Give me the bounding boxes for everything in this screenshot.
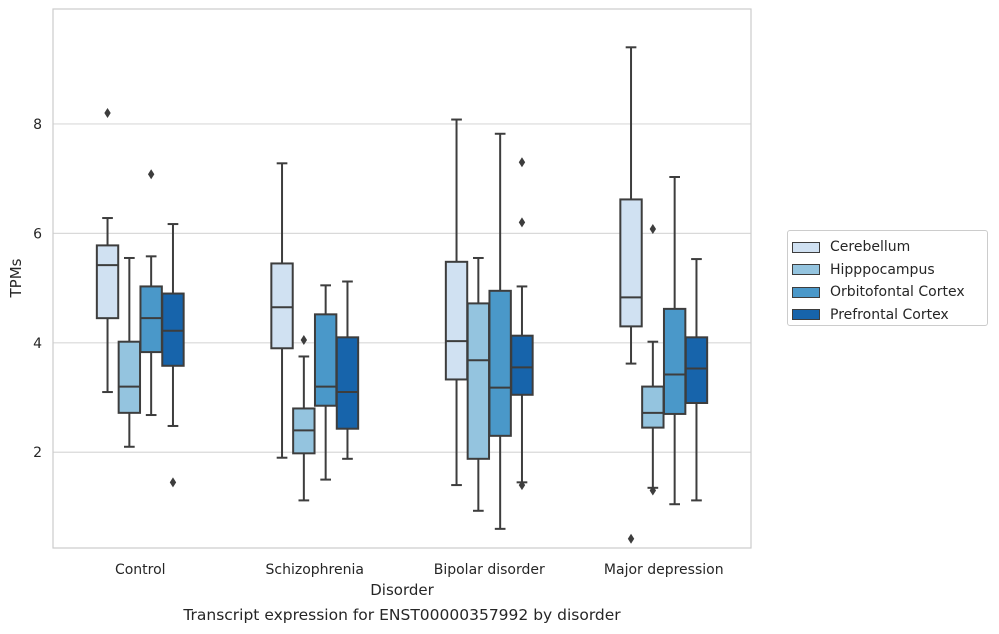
chart-caption: Transcript expression for ENST0000035799…: [183, 606, 621, 624]
box-prefrontal-cortex-schizophrenia: [335, 280, 360, 460]
legend-swatch-cerebellum: [792, 241, 820, 253]
box-prefrontal-cortex-control: [161, 223, 185, 488]
legend-item-prefrontal-cortex: Prefrontal Cortex: [788, 304, 987, 327]
box-iqr: [619, 198, 643, 328]
legend-label: Prefrontal Cortex: [830, 306, 949, 323]
plot-area: [53, 9, 751, 548]
legend-item-hippocampus: Hipppocampus: [788, 259, 987, 282]
y-axis-ticks: 2 4 6 8: [33, 117, 42, 461]
y-tick-label: 4: [33, 336, 42, 352]
box-iqr: [161, 292, 185, 367]
legend-item-cerebellum: Cerebellum: [788, 236, 987, 259]
legend-swatch-orbitofrontal-cortex: [792, 286, 820, 298]
box-cerebellum-schizophrenia: [270, 162, 294, 459]
outlier-point: [518, 157, 526, 168]
box-iqr: [139, 285, 163, 354]
box-orbitofontal-cortex-major-depression: [662, 175, 687, 506]
outlier-point: [104, 107, 111, 118]
box-hipppocampus-major-depression: [641, 223, 665, 496]
outlier-point: [518, 480, 526, 491]
outlier-point: [518, 217, 526, 228]
box-prefrontal-cortex-major-depression: [684, 258, 709, 502]
x-axis-title: Disorder: [370, 581, 434, 599]
x-tick-label: Bipolar disorder: [434, 562, 545, 578]
box-iqr: [117, 340, 142, 414]
outlier-point: [147, 169, 155, 180]
box-iqr: [95, 244, 120, 320]
legend-label: Cerebellum: [830, 239, 911, 256]
legend: Cerebellum Hipppocampus Orbitofontal Cor…: [787, 230, 988, 326]
box-iqr: [313, 313, 338, 407]
box-orbitofontal-cortex-bipolar-disorder: [488, 132, 512, 530]
box-iqr: [641, 385, 665, 429]
x-tick-label: Control: [115, 562, 166, 578]
box-iqr: [662, 307, 687, 415]
outlier-point: [169, 477, 177, 488]
outlier-point: [300, 335, 308, 346]
box-iqr: [488, 289, 512, 437]
box-hipppocampus-control: [117, 256, 142, 448]
y-tick-label: 6: [33, 226, 42, 242]
x-axis-ticks: Control Schizophrenia Bipolar disorder Majo…: [115, 562, 724, 578]
box-iqr: [466, 302, 491, 460]
legend-swatch-hippocampus: [792, 264, 820, 276]
legend-label: Orbitofontal Cortex: [830, 284, 965, 301]
box-iqr: [270, 262, 294, 350]
y-tick-label: 8: [33, 117, 42, 133]
box-series: [95, 46, 709, 544]
box-prefrontal-cortex-bipolar-disorder: [510, 157, 534, 491]
outlier-point: [649, 223, 657, 234]
y-axis-title: TPMs: [7, 258, 25, 298]
box-iqr: [444, 260, 469, 381]
legend-item-orbitofrontal-cortex: Orbitofontal Cortex: [788, 281, 987, 304]
box-iqr: [335, 336, 360, 430]
outlier-point: [649, 485, 657, 496]
box-hipppocampus-schizophrenia: [292, 335, 316, 502]
box-cerebellum-bipolar-disorder: [444, 118, 469, 487]
plot-frame: [52, 8, 752, 549]
box-iqr: [510, 334, 534, 396]
legend-swatch-prefrontal-cortex: [792, 309, 820, 321]
outlier-point: [627, 533, 635, 544]
box-orbitofontal-cortex-control: [139, 169, 163, 417]
box-iqr: [684, 336, 709, 404]
box-cerebellum-major-depression: [619, 46, 643, 544]
box-orbitofontal-cortex-schizophrenia: [313, 284, 338, 481]
x-tick-label: Major depression: [604, 562, 724, 578]
x-tick-label: Schizophrenia: [266, 562, 364, 578]
box-cerebellum-control: [95, 107, 120, 394]
legend-label: Hipppocampus: [830, 261, 935, 278]
y-tick-label: 2: [33, 445, 42, 461]
